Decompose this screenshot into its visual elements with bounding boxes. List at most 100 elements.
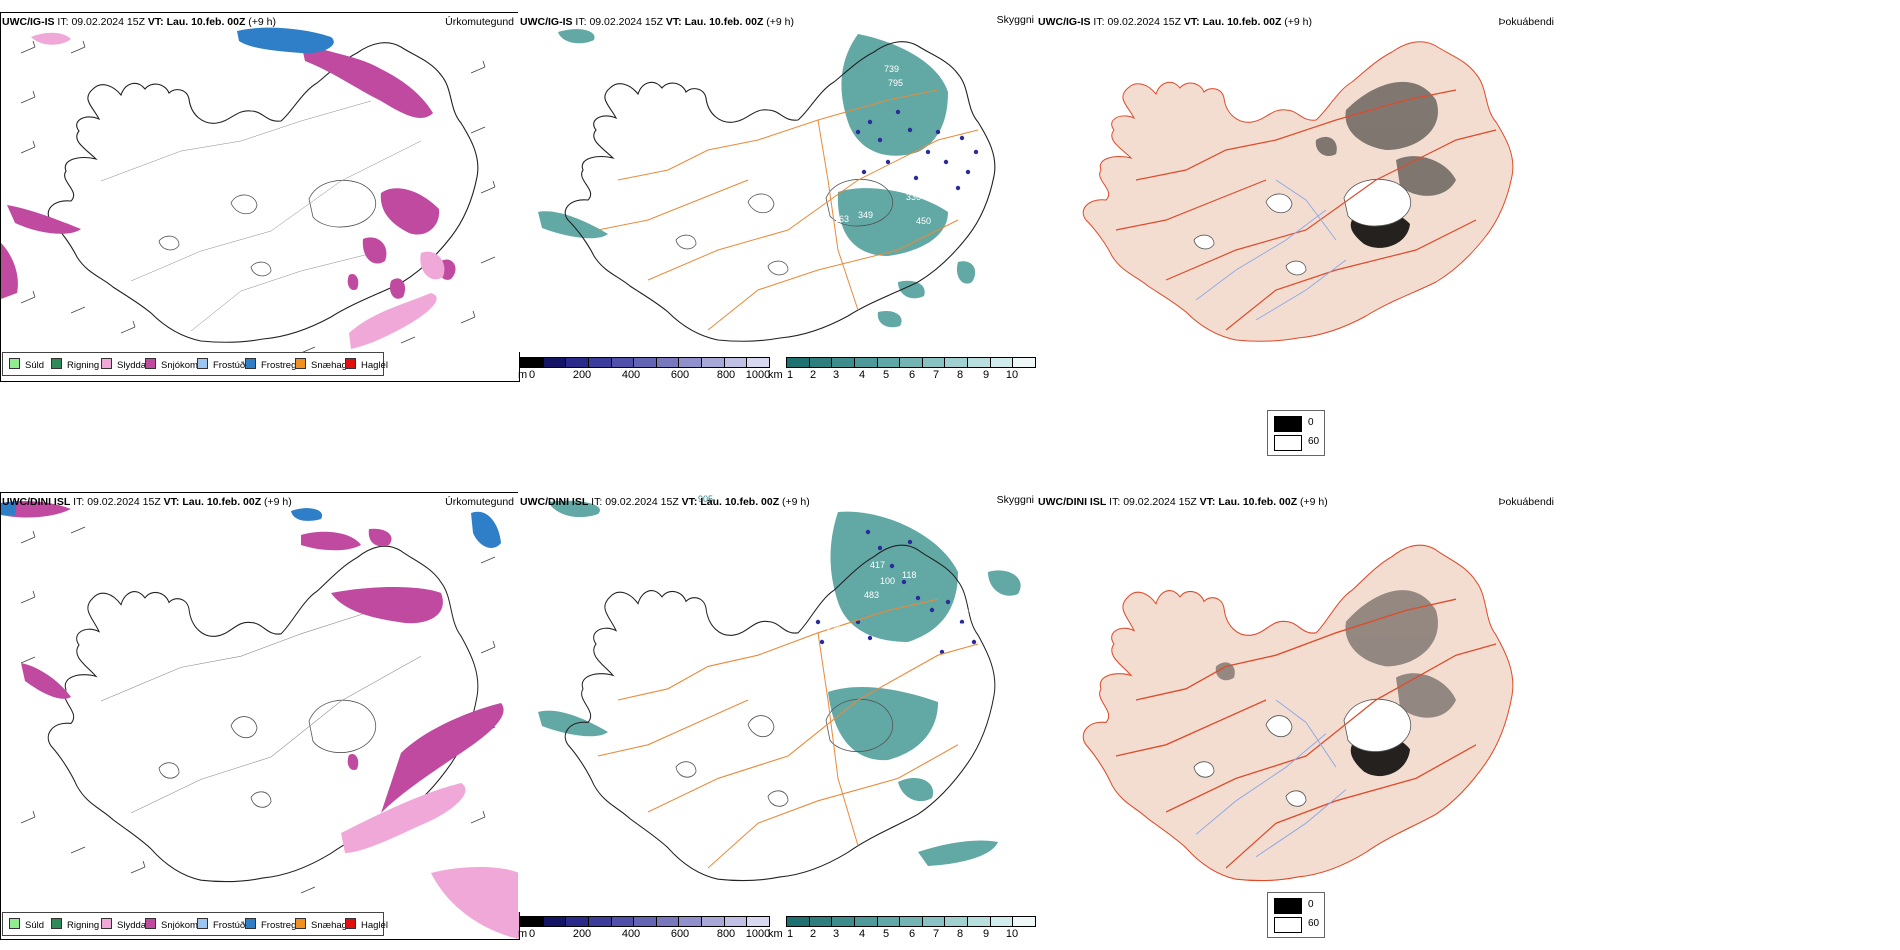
vt-value: Lau. 10.feb. 00Z [700, 496, 780, 508]
tick-label: 8 [956, 369, 964, 381]
precip-panel-row0: UWC/IG-IS IT: 09.02.2024 15Z VT: Lau. 10… [0, 12, 520, 382]
legend-label: Súld [25, 360, 45, 371]
tick-label: 400 [621, 369, 641, 381]
map-label: 336 [906, 192, 921, 202]
it-label: IT: [57, 16, 69, 28]
legend-label: Frostregn [261, 360, 302, 371]
tick-label: 5 [882, 369, 890, 381]
vt-value: Lau. 10.feb. 00Z [684, 16, 764, 28]
legend-label: Haglél [361, 360, 388, 371]
color-cell [945, 917, 969, 926]
legend-swatch [101, 918, 112, 929]
color-cell [922, 917, 946, 926]
color-cell [521, 917, 544, 926]
fog-scale-swatch [1274, 416, 1302, 432]
map-label: 450 [916, 216, 931, 226]
row-header: UWC/DINI ISL IT: 09.02.2024 15Z VT: Lau.… [520, 496, 810, 508]
fog-scale-swatch [1274, 917, 1302, 933]
color-cell [634, 358, 657, 367]
color-cell [656, 358, 680, 367]
legend-label: Rigning [67, 360, 100, 371]
panel-title-visibility: Skyggni [996, 494, 1034, 506]
tick-label: 4 [858, 369, 866, 381]
fog-scale-swatch [1274, 435, 1302, 451]
color-cell [724, 917, 748, 926]
color-cell [990, 358, 1014, 367]
color-cell [1013, 358, 1036, 367]
vt-label: VT: [665, 16, 682, 28]
color-cell [877, 358, 901, 367]
cloud-base-unit: m [518, 928, 528, 940]
row-header: UWC/DINI ISL IT: 09.02.2024 15Z VT: Lau.… [2, 496, 292, 508]
legend-swatch [145, 358, 156, 369]
color-cell [656, 917, 680, 926]
tick-label: 9 [982, 928, 990, 940]
legend-label: Snæhagl [311, 920, 350, 931]
color-cell [832, 358, 855, 367]
fog-scale-label: 60 [1308, 918, 1320, 929]
map-label: 220 [826, 624, 841, 634]
vt-label: VT: [163, 496, 180, 508]
vt-label: VT: [681, 496, 698, 508]
panel-title-precip: Úrkomutegund [445, 16, 514, 28]
it-value: 09.02.2024 15Z [589, 16, 663, 28]
tick-label: 600 [670, 369, 690, 381]
map-label: 100 [880, 576, 895, 586]
tick-label: 200 [572, 928, 592, 940]
visibility-cells [786, 357, 1036, 368]
lead-time: (+9 h) [1300, 496, 1328, 508]
map-label: 795 [888, 78, 903, 88]
tick-label: 1 [786, 928, 794, 940]
lead-time: (+9 h) [264, 496, 292, 508]
cloud-base-cells [520, 916, 770, 927]
it-value: 09.02.2024 15Z [71, 16, 145, 28]
legend-swatch [145, 918, 156, 929]
tick-label: 7 [932, 928, 940, 940]
snow-area [1, 43, 456, 299]
legend-swatch [51, 358, 62, 369]
color-cell [900, 358, 923, 367]
color-cell [543, 917, 567, 926]
color-cell [702, 358, 725, 367]
map-label: 151 [954, 622, 969, 632]
legend-swatch [197, 358, 208, 369]
legend-label: Haglél [361, 920, 388, 931]
map-label: 739 [884, 64, 899, 74]
legend-swatch [245, 918, 256, 929]
color-cell [521, 358, 544, 367]
visibility-unit: km [768, 928, 783, 940]
tick-label: 2 [809, 369, 817, 381]
visibility-panel-row1: 905 417 100 483 118 308 151 145 220 336 … [518, 492, 1036, 942]
fog-panel-row1: UWC/DINI ISL IT: 09.02.2024 15Z VT: Lau.… [1036, 492, 1554, 942]
it-label: IT: [1109, 496, 1121, 508]
legend-label: Slydda [117, 920, 147, 931]
precip-panel-row1: UWC/DINI ISL IT: 09.02.2024 15Z VT: Lau.… [0, 492, 520, 942]
color-cell [1013, 917, 1036, 926]
fog-scale-legend-row0: 0 60 [1267, 410, 1325, 456]
map-label: 118 [902, 570, 916, 580]
color-cell [809, 358, 833, 367]
tick-label: 9 [982, 369, 990, 381]
legend-swatch [101, 358, 112, 369]
color-cell [832, 917, 855, 926]
tick-label: 3 [832, 369, 840, 381]
color-cell [968, 358, 991, 367]
tick-label: 0 [528, 928, 536, 940]
fog-scale-legend-row1: 0 60 [1267, 892, 1325, 938]
legend-swatch [295, 918, 306, 929]
vt-value: Lau. 10.feb. 00Z [1218, 496, 1298, 508]
tick-label: 1000 [745, 928, 771, 940]
color-cell [945, 358, 969, 367]
visibility-map: 905 417 100 483 118 308 151 145 220 336 [518, 492, 1036, 912]
tick-label: 2 [809, 928, 817, 940]
tick-label: 800 [716, 928, 736, 940]
legend-label: Snæhagl [311, 360, 350, 371]
color-cell [566, 358, 589, 367]
vt-value: Lau. 10.feb. 00Z [166, 16, 246, 28]
color-cell [611, 358, 635, 367]
model-name: UWC/IG-IS [1038, 16, 1091, 28]
color-cell [990, 917, 1014, 926]
row-header: UWC/IG-IS IT: 09.02.2024 15Z VT: Lau. 10… [520, 16, 794, 28]
legend-label: Frostúði [213, 920, 248, 931]
map-label: 308 [954, 608, 969, 618]
